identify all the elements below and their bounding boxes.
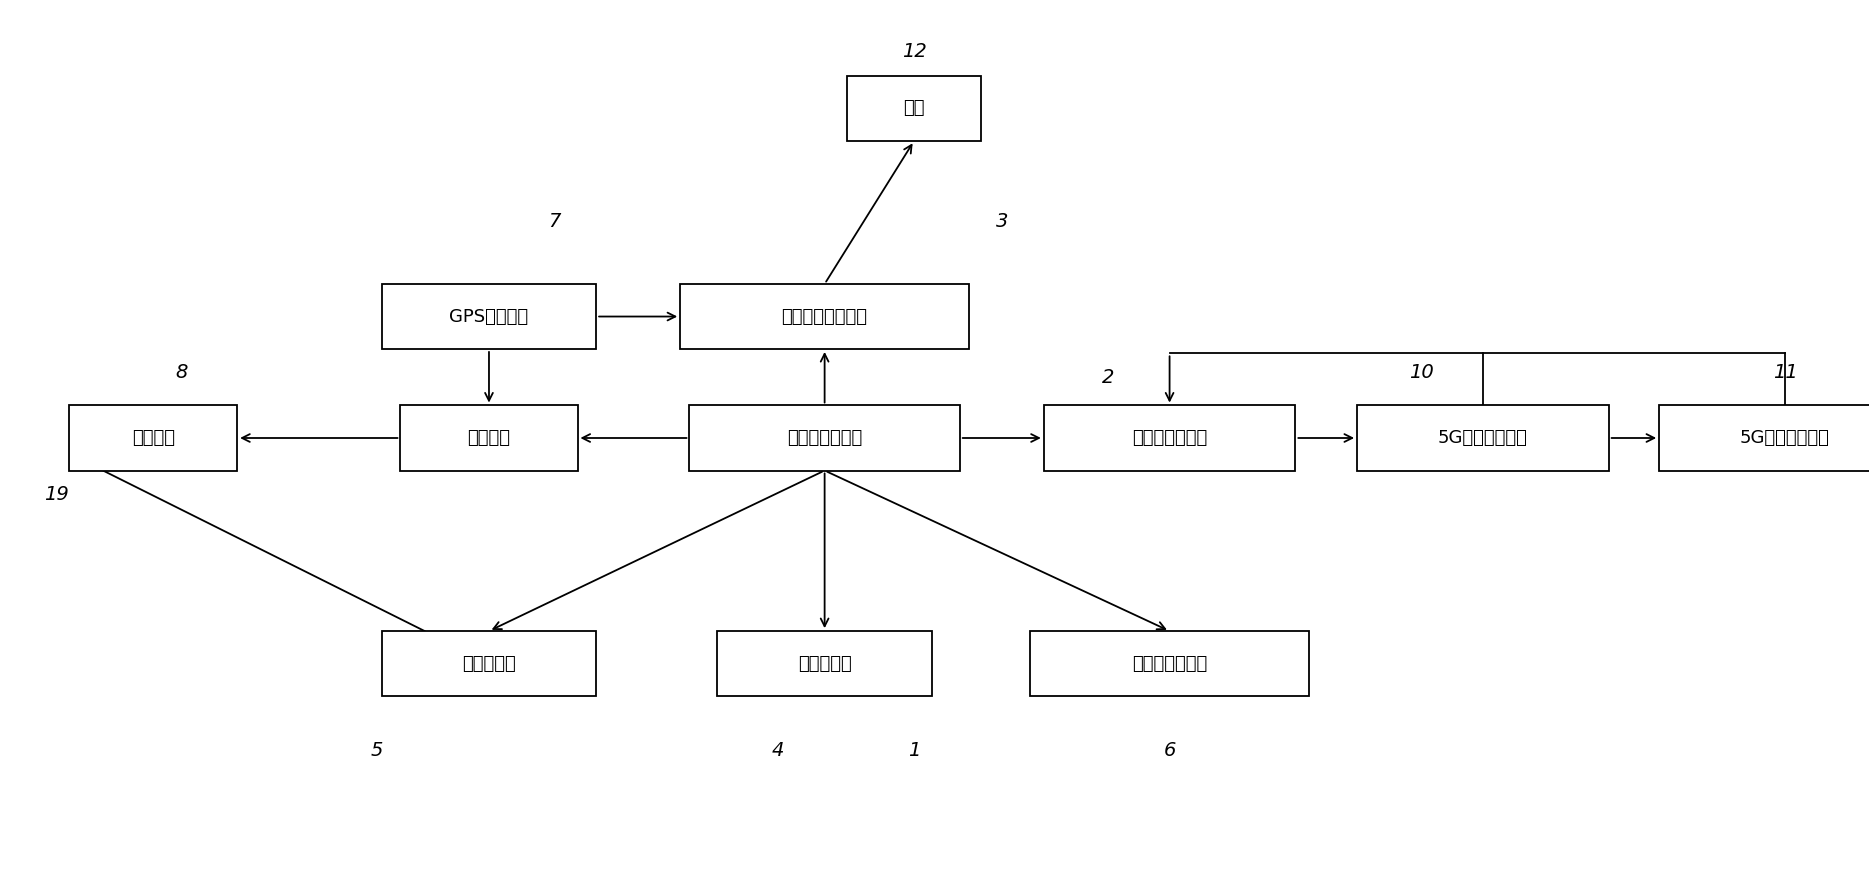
Text: 6: 6 [1163,741,1176,759]
Text: 求救模块: 求救模块 [468,429,511,447]
Bar [382,631,596,696]
Text: 信息传播显示屏: 信息传播显示屏 [1131,654,1208,673]
Text: 3: 3 [996,212,1008,230]
Text: 10: 10 [1408,364,1433,383]
Text: 5G网络分享模块: 5G网络分享模块 [1740,429,1830,447]
Bar [1659,406,1873,470]
Text: 1: 1 [908,741,920,759]
Text: 5G无线网络模块: 5G无线网络模块 [1438,429,1528,447]
Bar [680,284,968,349]
Text: 4: 4 [772,741,785,759]
Text: 智慧灯杆处理器: 智慧灯杆处理器 [787,429,862,447]
Text: 5: 5 [371,741,384,759]
Text: 8: 8 [174,364,187,383]
Bar [69,406,238,470]
Text: 19: 19 [43,485,69,504]
Bar [401,406,577,470]
Text: 监控中心: 监控中心 [131,429,174,447]
Text: 11: 11 [1772,364,1798,383]
Bar [1030,631,1309,696]
Bar [847,75,981,141]
Bar [382,284,596,349]
Text: GPS定位模块: GPS定位模块 [450,307,528,326]
Text: 环境监测器: 环境监测器 [463,654,515,673]
Text: 安全监控器: 安全监控器 [798,654,852,673]
Text: 12: 12 [901,42,927,61]
Text: 路灯: 路灯 [903,99,925,117]
Text: 路灯通电监测模块: 路灯通电监测模块 [781,307,867,326]
Bar [717,631,933,696]
Bar [1043,406,1296,470]
Text: 2: 2 [1101,368,1114,387]
Text: 7: 7 [549,212,560,230]
Bar [1356,406,1609,470]
Text: 无线网络提供器: 无线网络提供器 [1131,429,1208,447]
Bar [689,406,959,470]
